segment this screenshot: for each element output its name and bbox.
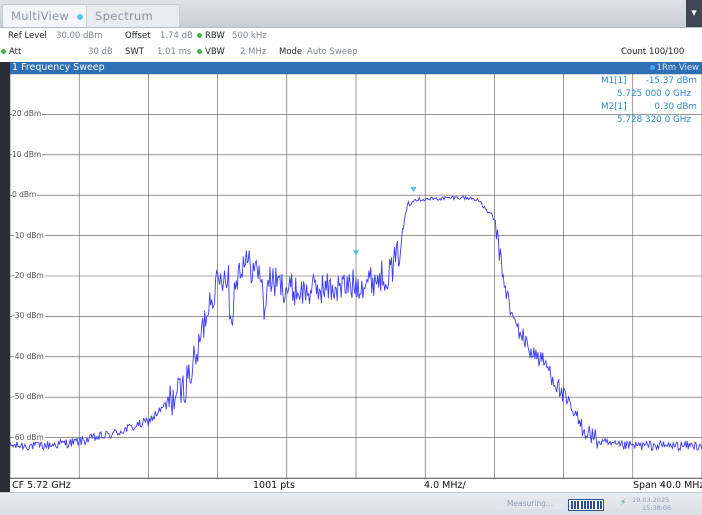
status-bar: Measuring... ⚡ 19.03.2025 15:38:06 [0,492,702,515]
swt-value: 1.01 ms [157,47,192,57]
y-tick-label: -20 dBm [12,271,45,280]
y-tick-label: -10 dBm [12,230,45,240]
marker-2-name: M2[1] [601,102,627,112]
y-tick-label: 0 dBm [12,190,38,200]
marker-1-symbol[interactable] [353,250,359,256]
tab-multiview-label: MultiView [11,9,70,23]
ref-level-label: Ref Level [8,31,47,41]
progress-tick [571,501,573,509]
tab-spectrum-label: Spectrum [95,9,154,23]
vbw-value: 2 MHz [240,47,267,57]
offset-value: 1.74 dB [160,31,193,41]
time-label: 15:38:06 [642,504,672,512]
y-tick-label: 10 dBm [12,149,43,159]
marker-1-name: M1[1] [601,76,627,86]
y-tick-label: -60 dBm [12,432,45,442]
count-label: Count 100/100 [621,47,685,57]
att-label: Att [1,47,21,57]
sweep-points: 1001 pts [253,480,295,491]
y-tick-label: -30 dBm [12,311,45,321]
network-status-icon: ⚡ [620,498,627,508]
progress-tick [599,501,602,509]
marker-1-freq: 5.725 000 0 GHz [617,89,692,99]
progress-tick [583,501,586,509]
progress-tick [574,501,577,509]
marker-2-symbol[interactable] [410,186,417,192]
center-frequency: CF 5.72 GHz [12,480,71,491]
sweep-progress-indicator [568,499,604,511]
span-label: Span 40.0 MHz [633,480,702,491]
tab-bar: MultiView Spectrum ▾ [0,0,702,28]
marker-2-freq: 5.728 320 0 GHz [617,115,692,125]
settings-row-1: Ref Level 30.00 dBm Offset 1.74 dB RBW 5… [0,30,702,44]
progress-tick [593,501,596,509]
panel-title: 1 Frequency Sweep [12,62,105,73]
tab-spectrum[interactable]: Spectrum [86,4,180,27]
left-panel-strip [0,62,10,492]
panel-title-bar: 1 Frequency Sweep 1Rm View [10,62,702,74]
progress-tick [596,501,599,509]
att-status-icon [1,49,6,54]
frequency-per-division: 4.0 MHz/ [424,480,466,491]
progress-tick [580,501,583,509]
rbw-status-icon [197,33,202,38]
date-time-display: ⚡ 19.03.2025 15:38:06 [620,496,671,512]
y-tick-label: -40 dBm [12,351,45,361]
view-mode-label: 1Rm View [649,62,699,74]
progress-tick [587,501,589,509]
mode-value: Auto Sweep [307,47,358,57]
measuring-status: Measuring... [497,499,563,509]
marker-1-level: -15.37 dBm [645,76,697,86]
rbw-label: RBW [197,31,225,41]
vbw-status-icon [197,49,202,54]
dropdown-arrow-icon[interactable]: ▾ [686,0,702,27]
att-value: 30 dB [88,47,113,57]
y-tick-label: -50 dBm [12,392,45,402]
settings-row-2: Att 30 dB SWT 1.01 ms VBW 2 MHz Mode Aut… [0,46,702,60]
plot-grid [10,74,702,478]
marker-2-level: 0.30 dBm [654,102,697,112]
y-tick-label: 20 dBm [12,109,43,119]
swt-label: SWT [125,47,144,57]
x-axis-info-bar: CF 5.72 GHz 1001 pts 4.0 MHz/ Span 40.0 … [10,478,702,492]
trace-1-line [10,195,702,452]
offset-label: Offset [125,31,151,41]
date-label: 19.03.2025 [632,496,670,504]
progress-tick [590,501,593,509]
vbw-label: VBW [197,47,225,57]
spectrum-plot[interactable]: 20 dBm 10 dBm 0 dBm -10 dBm -20 dBm -30 dBm -4… [10,74,702,478]
ref-level-value: 30.00 dBm [56,31,103,41]
progress-tick [577,501,580,509]
rbw-value: 500 kHz [232,31,267,41]
active-indicator-icon [77,13,84,20]
tab-multiview[interactable]: MultiView [2,4,98,27]
marker-symbols [353,186,417,256]
trace-indicator-icon [649,65,655,70]
spectrum-plot-svg [10,74,702,478]
mode-label: Mode [279,47,303,57]
